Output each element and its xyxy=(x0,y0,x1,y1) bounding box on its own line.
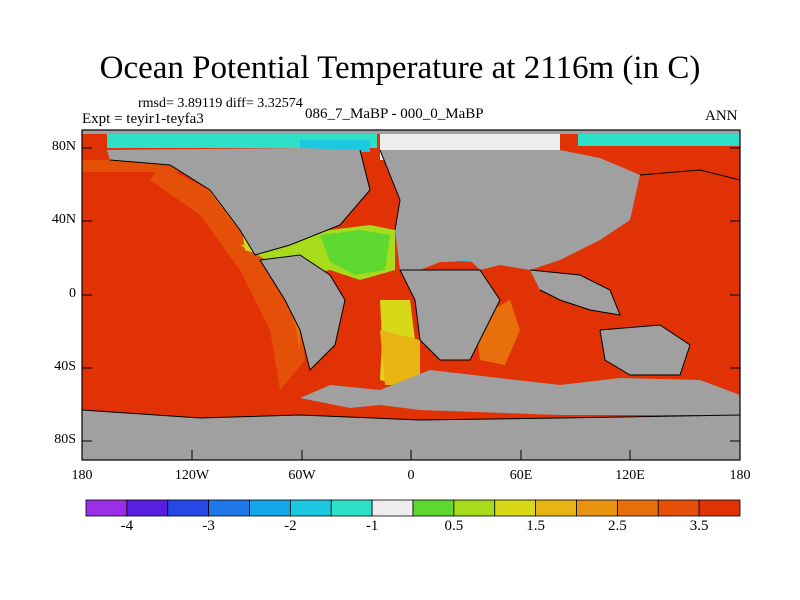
land-masses xyxy=(82,130,740,460)
lat-label-80s: 80S xyxy=(54,432,76,447)
coastlines xyxy=(82,149,740,421)
lon-label-120e: 120E xyxy=(615,468,645,483)
colorbar-swatch xyxy=(453,499,496,517)
lon-label-60e: 60E xyxy=(509,468,533,483)
colorbar-swatch xyxy=(289,499,332,517)
lon-label-180e: 180 xyxy=(729,468,751,483)
lat-label-0: 0 xyxy=(69,286,76,301)
colorbar-swatch xyxy=(371,499,414,517)
colorbar-swatch xyxy=(249,499,291,517)
lon-label-120w: 120W xyxy=(174,468,210,483)
colorbar-swatch xyxy=(698,499,741,517)
colorbar-swatch xyxy=(657,499,700,517)
colorbar-label: -4 xyxy=(120,518,134,534)
map-ticks xyxy=(82,147,740,460)
colorbar-swatch xyxy=(535,499,577,517)
colorbar-label: 3.5 xyxy=(689,518,709,534)
lon-label-60w: 60W xyxy=(288,468,316,483)
colorbar-swatch xyxy=(167,499,210,517)
lat-label-80n: 80N xyxy=(51,139,76,154)
lat-label-40n: 40N xyxy=(51,212,76,227)
colorbar-swatch xyxy=(208,499,250,517)
colorbar-label: -2 xyxy=(284,518,297,534)
colorbar-label: 1.5 xyxy=(526,518,545,534)
atlantic-green-dark xyxy=(320,230,390,275)
colorbar-swatch xyxy=(616,499,659,517)
colorbar-label: 0.5 xyxy=(444,518,464,534)
period-label: 086_7_MaBP - 000_0_MaBP xyxy=(305,106,484,122)
colorbar-label: -1 xyxy=(365,518,379,534)
colorbar-swatch xyxy=(85,499,128,517)
season-label: ANN xyxy=(705,108,738,124)
colorbar-swatch xyxy=(494,499,537,517)
lon-label-180w: 180 xyxy=(71,468,93,483)
lat-label-40s: 40S xyxy=(54,359,76,374)
colorbar-swatch xyxy=(126,499,169,517)
stats-text: rmsd= 3.89119 diff= 3.32574 xyxy=(138,96,303,111)
colorbar-swatch xyxy=(576,499,618,517)
arctic-band-right xyxy=(578,134,740,146)
map-title: Ocean Potential Temperature at 2116m (in… xyxy=(99,50,701,86)
south-atlantic-orange xyxy=(380,330,420,385)
lon-label-0: 0 xyxy=(407,468,415,483)
colorbar-swatch xyxy=(330,499,373,517)
colorbar-label: 2.5 xyxy=(608,518,627,534)
colorbar xyxy=(85,499,741,517)
colorbar-swatch xyxy=(412,499,455,517)
colorbar-label: -3 xyxy=(202,518,215,534)
experiment-label: Expt = teyir1-teyfa3 xyxy=(82,111,204,127)
